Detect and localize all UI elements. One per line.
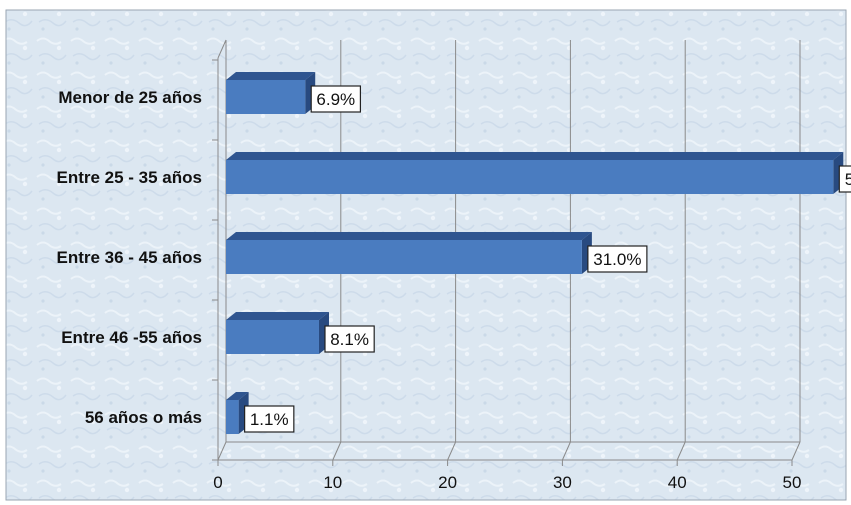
gridline-floor xyxy=(791,441,801,461)
bar xyxy=(226,240,582,274)
gridline-floor xyxy=(561,441,571,461)
gridline-floor xyxy=(676,441,686,461)
data-label-box xyxy=(244,405,295,433)
data-label: 1.1% xyxy=(250,410,289,429)
x-tick-label: 10 xyxy=(323,473,342,492)
data-label-box xyxy=(838,165,851,193)
bar xyxy=(226,320,319,354)
axes: 0 10 20 30 40 50 xyxy=(212,39,802,492)
data-label-box xyxy=(324,325,375,353)
data-label: 6.9% xyxy=(316,90,355,109)
bar-top-face xyxy=(226,232,592,240)
y-tick-label: Menor de 25 años xyxy=(58,88,202,107)
x-tick-label: 50 xyxy=(783,473,802,492)
x-tick-label: 0 xyxy=(213,473,222,492)
data-label: 8.1% xyxy=(330,330,369,349)
y-tick-label: 56 años o más xyxy=(85,408,202,427)
y-tick-label: Entre 25 - 35 años xyxy=(56,168,202,187)
y-axis-top-edge xyxy=(217,39,227,59)
y-tick-label: Entre 46 -55 años xyxy=(61,328,202,347)
bar xyxy=(226,80,306,114)
gridline-floor xyxy=(447,441,457,461)
x-tick-label: 30 xyxy=(553,473,572,492)
bar-top-face xyxy=(226,392,249,400)
labels: Menor de 25 años 6.9% Entre 25 - 35 años 52… xyxy=(56,85,851,433)
bars xyxy=(226,72,844,434)
y-tick-label: Entre 36 - 45 años xyxy=(56,248,202,267)
data-label: 52.9% xyxy=(845,170,851,189)
bar-top-face xyxy=(226,152,844,160)
data-label-box xyxy=(310,85,362,113)
gridline-floor xyxy=(217,441,227,461)
x-tick-label: 20 xyxy=(438,473,457,492)
bar xyxy=(226,400,239,434)
data-label-box xyxy=(587,245,648,273)
bar-top-face xyxy=(226,312,329,320)
bar-top-face xyxy=(226,72,316,80)
x-tick-label: 40 xyxy=(668,473,687,492)
bar xyxy=(226,160,834,194)
gridline-floor xyxy=(332,441,342,461)
data-label: 31.0% xyxy=(593,250,641,269)
